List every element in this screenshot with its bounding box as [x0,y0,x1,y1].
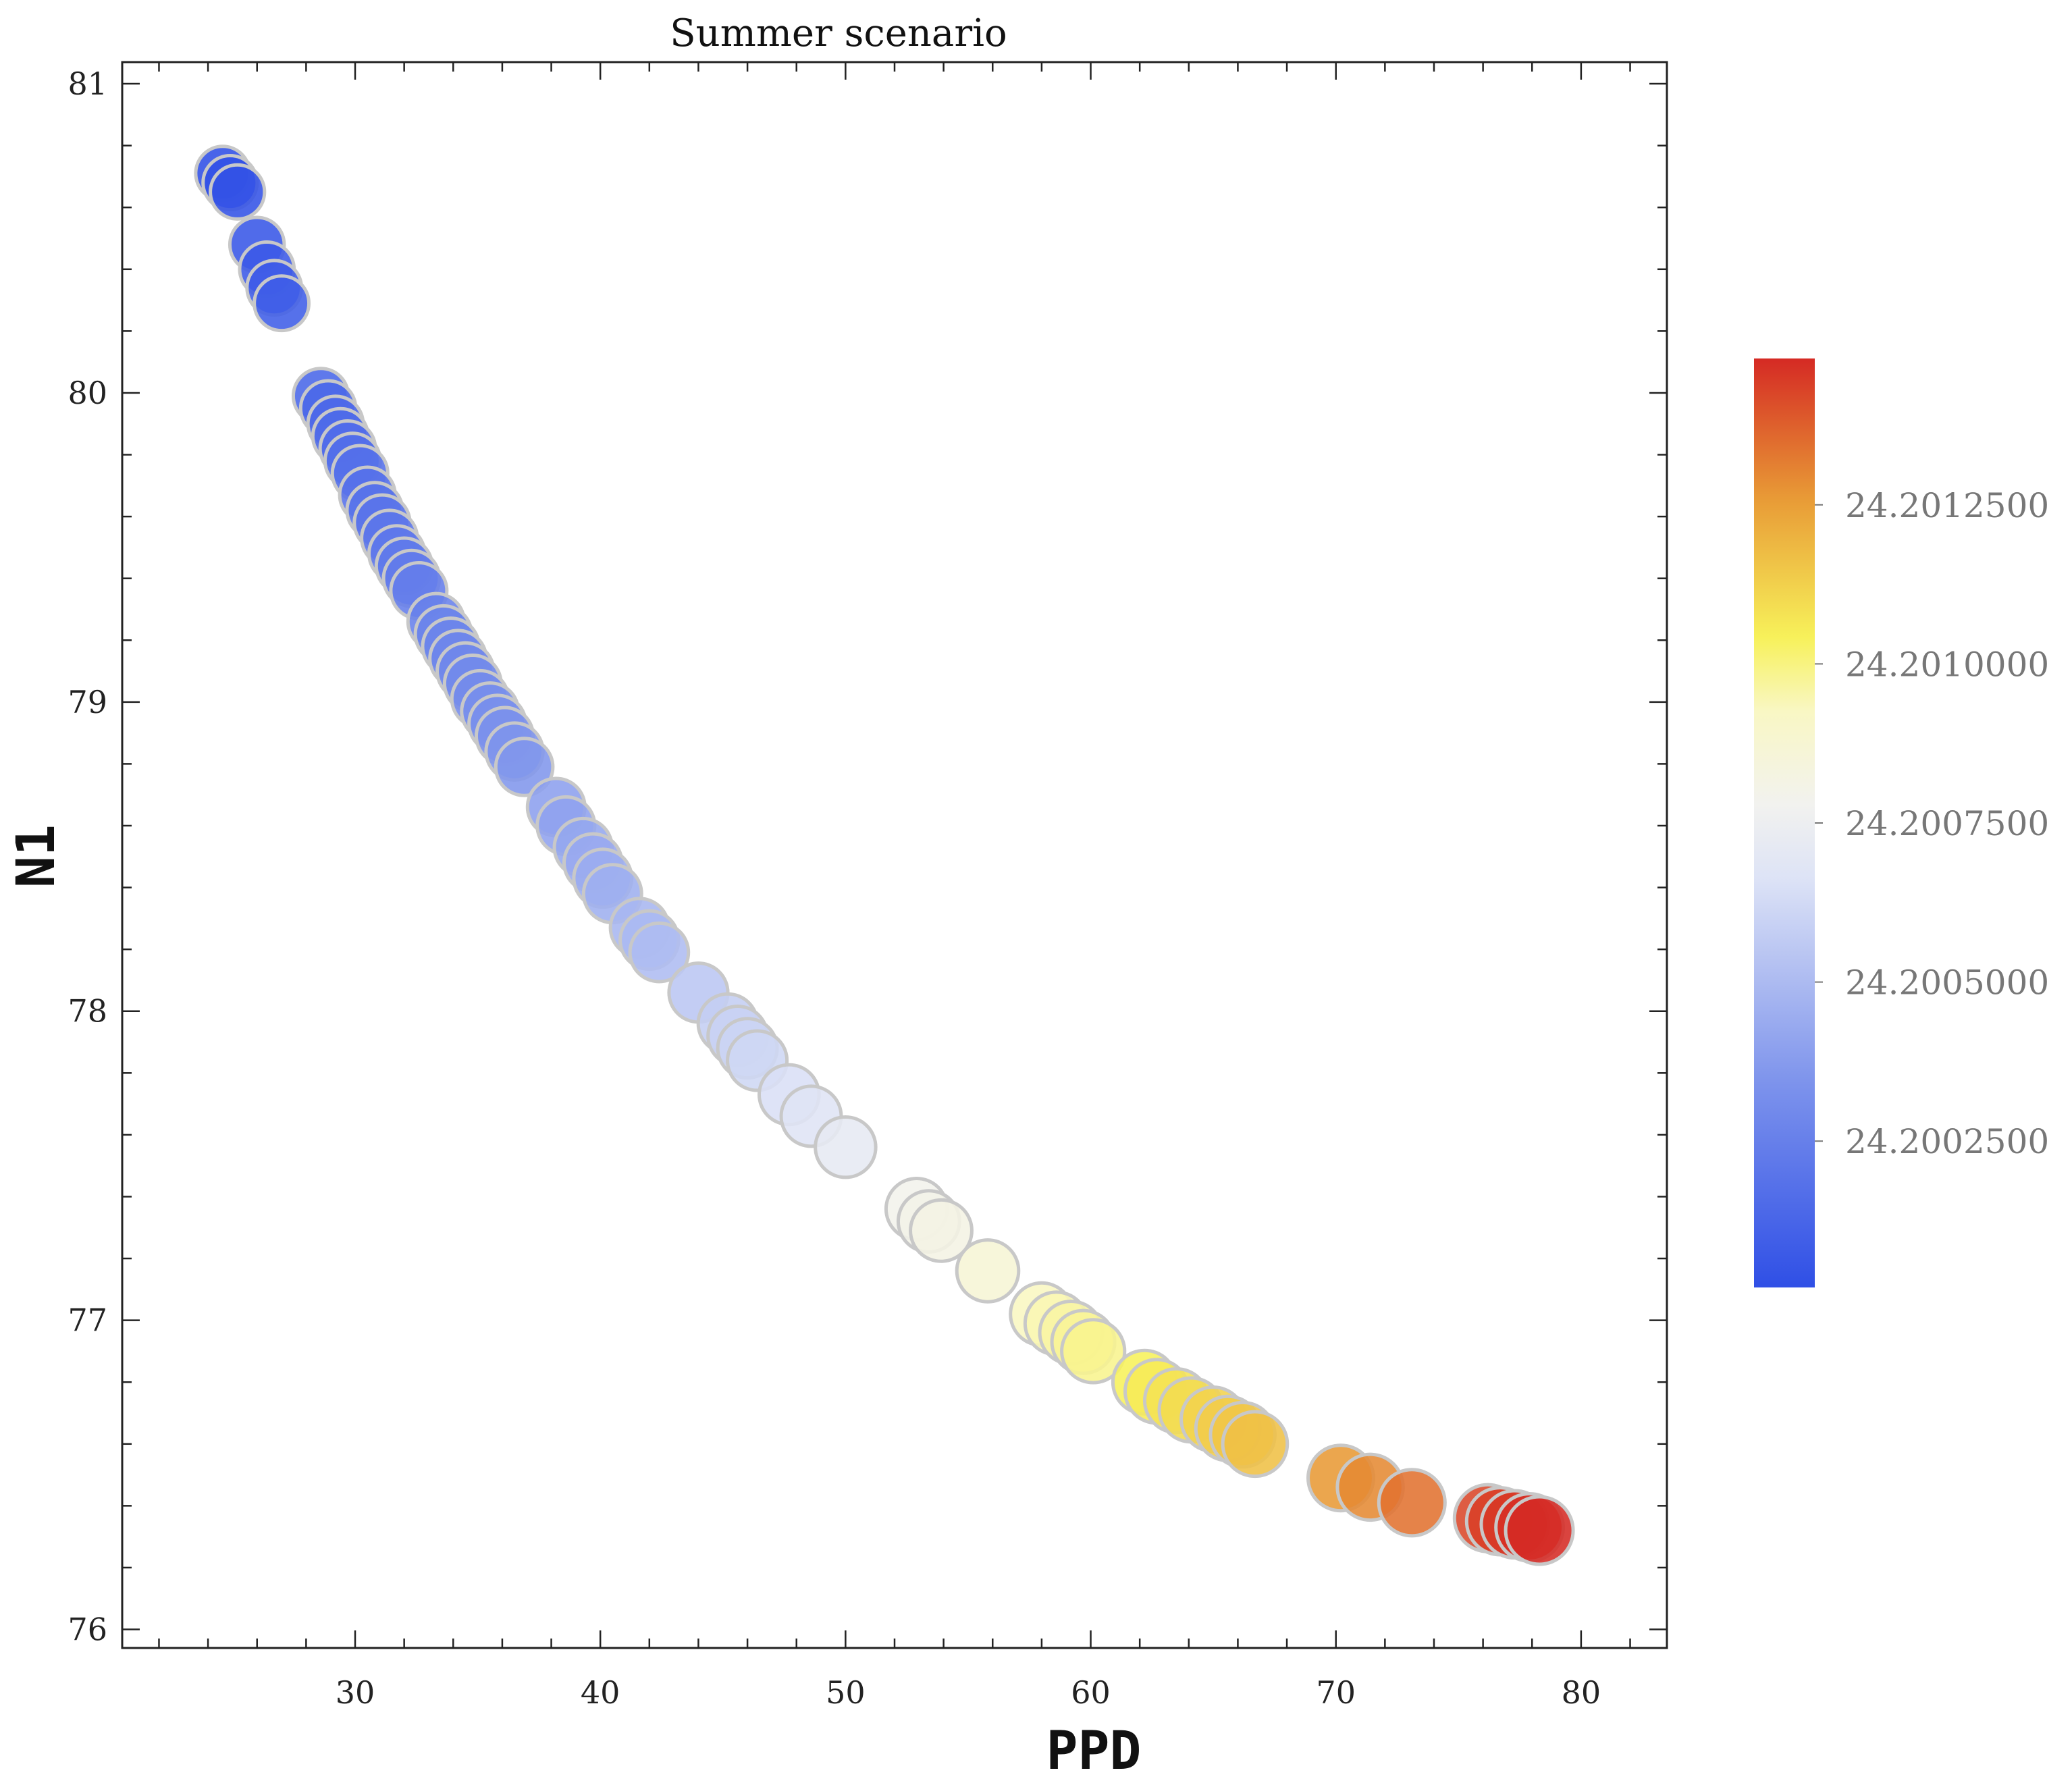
colorbar-tick-label: 24.2012500 [1845,486,2049,525]
y-axis-title: N1 [6,824,67,888]
x-tick-label: 40 [581,1674,620,1711]
scatter-point [955,1238,1021,1304]
plot-frame [121,61,1668,1649]
y-tick-label: 80 [68,375,107,411]
scatter-point [1221,1410,1290,1479]
colorbar-tick-label: 24.2002500 [1845,1122,2049,1161]
y-tick-label: 76 [68,1612,107,1648]
scatter-point [494,737,555,797]
y-tick-label: 77 [68,1302,107,1339]
scatter-point [1377,1468,1447,1538]
x-axis-title: PPD [1046,1721,1142,1782]
colorbar [1754,358,1815,1287]
scatter-point [209,163,267,221]
colorbar-tick-label: 24.2005000 [1845,963,2049,1003]
axis-ticks: 30 40 50 60 70 80 76 77 78 79 80 81 [68,62,1667,1711]
data-points [194,144,1575,1566]
x-tick-label: 50 [826,1674,866,1711]
scatter-point [909,1198,974,1263]
scatter-point [253,274,311,333]
chart-title: Summer scenario [670,11,1007,55]
x-tick-label: 60 [1071,1674,1111,1711]
x-tick-label: 30 [336,1674,375,1711]
colorbar-tick-label: 24.2007500 [1845,804,2049,843]
x-tick-label: 80 [1562,1674,1601,1711]
x-tick-label: 70 [1316,1674,1356,1711]
plot-area [122,62,1667,1648]
scatter-point [1504,1495,1575,1566]
scatter-point [628,921,691,984]
y-tick-label: 78 [68,993,107,1030]
colorbar-tick-label: 24.2010000 [1845,645,2049,684]
y-tick-label: 81 [68,65,107,102]
y-tick-label: 79 [68,684,107,720]
scatter-point [1060,1318,1127,1385]
scatter-point [814,1115,878,1179]
colorbar-ticks: 24.2002500 24.2005000 24.2007500 24.2010000… [1815,486,2049,1161]
